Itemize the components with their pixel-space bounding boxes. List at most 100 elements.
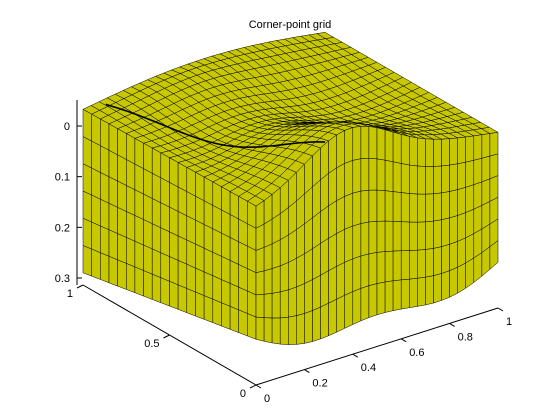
front-face-cell xyxy=(376,158,386,191)
front-face-cell xyxy=(255,223,265,251)
front-face-cell xyxy=(279,316,289,345)
side-face-cell xyxy=(229,214,239,243)
side-face-cell xyxy=(186,191,196,221)
front-face-cell xyxy=(441,270,450,301)
front-face-cell xyxy=(360,285,370,322)
front-face-cell xyxy=(400,134,410,166)
side-face-cell xyxy=(126,159,136,191)
side-face-cell xyxy=(108,150,118,182)
z-tick-label: 0.1 xyxy=(55,172,70,184)
front-face-cell xyxy=(392,221,402,252)
side-face-cell xyxy=(143,270,153,300)
side-face-cell xyxy=(238,218,248,247)
side-face-cell xyxy=(203,224,214,253)
front-face-cell xyxy=(384,129,394,163)
front-face-cell xyxy=(449,137,458,166)
side-face-cell xyxy=(82,136,92,169)
x-tick-label: 0.2 xyxy=(312,378,327,390)
side-face-cell xyxy=(151,198,162,229)
x-tick-mark xyxy=(449,322,455,327)
x-tick-label: 0 xyxy=(264,393,270,405)
x-tick-mark xyxy=(400,338,407,343)
x-tick-label: 1 xyxy=(506,316,512,328)
front-face-cell xyxy=(465,160,475,188)
side-face-cell xyxy=(238,264,248,292)
side-face-cell xyxy=(134,163,144,195)
front-face-cell xyxy=(328,134,337,174)
side-face-cell xyxy=(247,268,257,296)
side-face-cell xyxy=(238,309,248,337)
side-face-cell xyxy=(151,173,162,204)
front-face-cell xyxy=(481,133,491,159)
front-face-cell xyxy=(352,255,362,292)
side-face-cell xyxy=(177,186,188,217)
side-face-cell xyxy=(247,313,257,340)
side-face-cell xyxy=(203,295,214,323)
front-face-cell xyxy=(400,163,410,194)
side-face-cell xyxy=(117,180,127,212)
side-face-cell xyxy=(212,181,222,211)
front-face-cell xyxy=(304,248,313,284)
x-tick-mark xyxy=(255,384,262,389)
front-face-cell xyxy=(352,126,362,161)
front-face-cell xyxy=(344,160,354,197)
side-face-cell xyxy=(169,206,179,237)
front-face-cell xyxy=(409,278,418,308)
side-face-cell xyxy=(82,218,92,250)
front-face-cell xyxy=(352,288,362,325)
front-face-cell xyxy=(320,302,329,340)
front-face-cell xyxy=(481,155,491,183)
front-face-cell xyxy=(384,159,394,192)
front-face-cell xyxy=(457,161,466,190)
front-face-cell xyxy=(400,221,410,252)
front-face-cell xyxy=(279,207,289,241)
front-face-cell xyxy=(441,138,450,167)
front-face-cell xyxy=(425,193,434,223)
front-face-cell xyxy=(320,270,329,308)
side-face-cell xyxy=(186,215,196,245)
side-face-cell xyxy=(169,231,179,261)
front-face-cell xyxy=(441,244,450,274)
front-face-cell xyxy=(481,178,491,206)
side-face-cell xyxy=(160,152,170,183)
x-tick-label: 0.8 xyxy=(458,331,473,343)
front-face-cell xyxy=(433,192,442,222)
front-face-cell xyxy=(312,306,321,342)
front-face-cell xyxy=(457,262,466,294)
front-face-cell xyxy=(417,165,426,195)
front-face-cell xyxy=(336,163,345,201)
front-face-cell xyxy=(449,189,458,219)
front-face-cell xyxy=(489,153,499,180)
front-face-cell xyxy=(400,278,410,310)
side-face-cell xyxy=(212,275,222,304)
y-tick-label: 1 xyxy=(67,288,73,300)
front-face-cell xyxy=(320,205,329,244)
side-face-cell xyxy=(177,211,188,241)
x-ticks: 0 0.2 0.4 0.6 0.8 1 xyxy=(255,307,512,405)
front-face-cell xyxy=(336,295,345,333)
side-face-cell xyxy=(169,182,179,212)
front-face-cell xyxy=(344,192,354,230)
x-tick-mark xyxy=(352,353,359,358)
z-tick-label: 0.2 xyxy=(55,222,70,234)
front-face-cell xyxy=(352,223,362,260)
front-face-cell xyxy=(457,237,466,268)
side-face-cell xyxy=(195,219,205,249)
side-face-cell xyxy=(134,241,144,271)
z-tick-label: 0.3 xyxy=(55,273,70,285)
front-face-cell xyxy=(368,252,378,286)
front-face-cell xyxy=(296,313,305,345)
side-face-cell xyxy=(117,154,127,186)
front-face-cell xyxy=(449,163,458,192)
front-face-cell xyxy=(271,213,281,245)
front-face-cell xyxy=(279,289,289,319)
front-face-cell xyxy=(425,138,434,167)
front-face-cell xyxy=(312,211,321,249)
side-face-cell xyxy=(186,239,196,269)
front-face-cell xyxy=(409,249,418,280)
side-face-cell xyxy=(143,244,153,275)
side-face-cell xyxy=(117,207,127,238)
front-face-cell xyxy=(417,249,426,279)
front-face-cell xyxy=(271,317,281,345)
side-face-cell xyxy=(108,256,118,287)
